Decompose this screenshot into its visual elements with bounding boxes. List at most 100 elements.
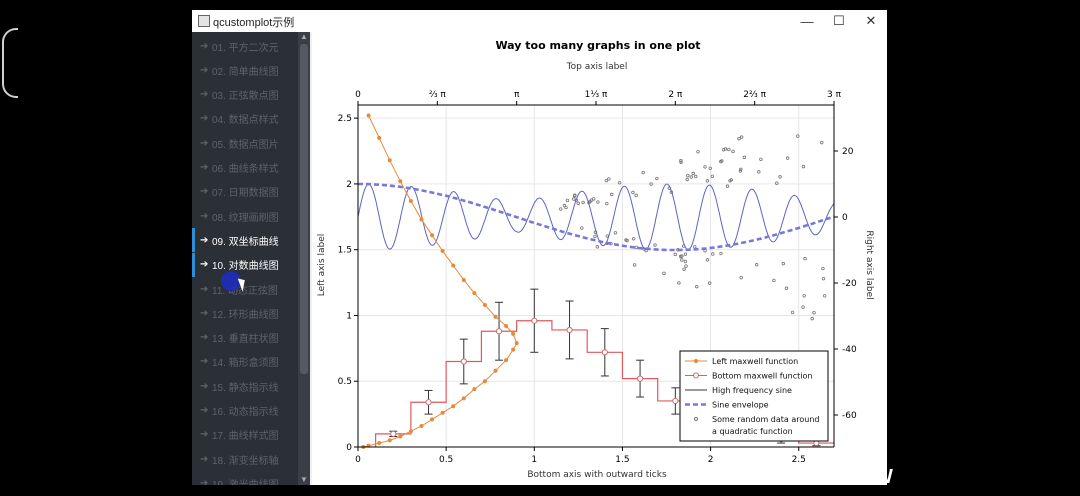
scatter-point xyxy=(613,231,618,235)
arrow-right-icon: ➔ xyxy=(200,429,209,441)
left-tick-label: 0.5 xyxy=(338,377,352,387)
sidebar-item[interactable]: ➔ 17. 曲线样式图 xyxy=(192,423,298,447)
scatter-point xyxy=(728,179,732,183)
sidebar-item[interactable]: ➔ 11. 动态正弦图 xyxy=(192,277,298,301)
scatter-point xyxy=(631,190,635,195)
scatter-point xyxy=(710,174,714,178)
app-window: qcustomplot示例 — ☐ ✕ ➔ 01. 平方二次元 ➔ 02. 简单曲线图… xyxy=(192,10,887,485)
left-maxwell-point xyxy=(398,434,403,439)
sidebar-item-label: 06. 曲线条样式 xyxy=(212,164,279,175)
scatter-point xyxy=(689,175,694,179)
sidebar-item[interactable]: ➔ 12. 环形曲线图 xyxy=(192,301,298,325)
bottom-maxwell-point xyxy=(566,326,573,334)
scatter-point xyxy=(719,159,723,164)
legend-entry: Some random data around xyxy=(712,415,820,424)
bottom-maxwell-point xyxy=(601,349,608,356)
sidebar-item-label: 13. 垂直柱状图 xyxy=(212,334,279,346)
scatter-point xyxy=(775,181,779,185)
scatter-point xyxy=(742,155,747,160)
scatter-point xyxy=(655,176,659,181)
maximize-button[interactable]: ☐ xyxy=(833,13,845,28)
sidebar-scrollbar[interactable]: ▲ ▼ xyxy=(298,32,310,485)
chart-canvas[interactable]: Way too many graphs in one plot Top axis… xyxy=(312,32,887,485)
sidebar-item[interactable]: ➔ 04. 数据点样式 xyxy=(192,107,298,131)
left-maxwell-point xyxy=(514,341,519,346)
high-frequency-sine-line xyxy=(357,183,835,251)
sidebar-item[interactable]: ➔ 07. 日期数据图 xyxy=(192,180,298,204)
legend-entry: Left maxwell function xyxy=(712,357,798,366)
sidebar-item[interactable]: ➔ 18. 渐变坐标轴 xyxy=(192,447,298,471)
legend-entry: High frequency sine xyxy=(712,386,792,395)
left-maxwell-point xyxy=(408,199,413,204)
sidebar-item[interactable]: ➔ 06. 曲线条样式 xyxy=(192,156,298,180)
scatter-point xyxy=(790,310,795,315)
sidebar-item[interactable]: ➔ 15. 静态指示线 xyxy=(192,374,298,398)
left-tick-label: 2 xyxy=(346,180,352,190)
scatter-point xyxy=(609,192,614,197)
sidebar-item[interactable]: ➔ 14. 箱形盒须图 xyxy=(192,350,298,374)
scatter-point xyxy=(679,159,683,163)
arrow-right-icon: ➔ xyxy=(200,234,209,246)
scatter-point xyxy=(778,175,782,179)
scatter-point xyxy=(821,276,826,281)
right-tick-label: -20 xyxy=(842,279,857,289)
scatter-point xyxy=(803,256,807,261)
sidebar-item[interactable]: ➔ 09. 双坐标曲线 xyxy=(192,228,298,253)
scatter-point xyxy=(683,259,688,264)
scatter-point xyxy=(823,294,827,298)
sidebar-item[interactable]: ➔ 02. 简单曲线图 xyxy=(192,58,298,82)
bottom-maxwell-point xyxy=(390,430,397,437)
left-maxwell-point xyxy=(440,249,445,254)
plot-area[interactable]: Way too many graphs in one plot Top axis… xyxy=(312,32,887,485)
arrow-right-icon: ➔ xyxy=(200,113,209,125)
scroll-up-icon[interactable]: ▲ xyxy=(300,32,308,41)
scatter-point xyxy=(673,252,678,257)
top-tick-label: 0 xyxy=(355,90,361,100)
scatter-point xyxy=(680,254,684,258)
scatter-point xyxy=(595,245,600,249)
sine-envelope-line xyxy=(358,182,835,252)
scatter-point xyxy=(634,193,638,198)
sidebar-item-label: 07. 日期数据图 xyxy=(212,188,279,200)
scrollbar-thumb[interactable] xyxy=(300,44,308,374)
sidebar-item[interactable]: ➔ 01. 平方二次元 xyxy=(192,34,298,58)
sidebar-item[interactable]: ➔ 13. 垂直柱状图 xyxy=(192,326,298,350)
scatter-point xyxy=(801,305,805,309)
sidebar-item[interactable]: ➔ 16. 动态指示线 xyxy=(192,399,298,423)
scatter-point xyxy=(820,140,824,145)
scatter-point xyxy=(631,237,636,241)
scatter-point xyxy=(739,167,743,172)
sidebar-item-label: 15. 静态指示线 xyxy=(212,382,279,394)
scatter-point xyxy=(607,177,611,181)
left-maxwell-point xyxy=(408,429,413,434)
left-maxwell-point xyxy=(461,396,466,401)
sidebar-item[interactable]: ➔ 10. 对数曲线图 xyxy=(192,252,298,277)
arrow-right-icon: ➔ xyxy=(200,283,209,295)
scatter-point xyxy=(727,147,731,152)
sidebar-item[interactable]: ➔ 05. 数据点图片 xyxy=(192,131,298,155)
scatter-point xyxy=(683,252,688,256)
scatter-point xyxy=(686,173,690,178)
minimize-button[interactable]: — xyxy=(800,13,814,29)
scatter-point xyxy=(559,207,563,211)
sidebar-item[interactable]: ➔ 08. 纹理画刷图 xyxy=(192,204,298,228)
sidebar-item[interactable]: ➔ 03. 正弦散点图 xyxy=(192,83,298,107)
scatter-point xyxy=(694,174,698,179)
scroll-down-icon[interactable]: ▼ xyxy=(300,475,308,484)
scatter-point xyxy=(719,251,723,256)
close-button[interactable]: ✕ xyxy=(865,13,877,28)
scatter-point xyxy=(653,243,657,247)
left-maxwell-point xyxy=(387,158,392,163)
mouse-cursor-highlight xyxy=(221,271,241,291)
scatter-point xyxy=(576,201,580,206)
left-maxwell-point xyxy=(493,368,498,373)
app-icon xyxy=(198,15,210,27)
bottom-maxwell-point xyxy=(672,397,679,405)
sidebar-item[interactable]: ➔19. 激光曲线图 xyxy=(192,471,298,485)
scatter-point xyxy=(705,258,710,262)
scatter-point xyxy=(695,284,699,289)
legend-swatch-marker xyxy=(694,359,698,363)
sidebar: ➔ 01. 平方二次元 ➔ 02. 简单曲线图 ➔ 03. 正弦散点图 ➔ 04. 数据点样式… xyxy=(192,32,310,485)
scatter-point xyxy=(682,267,686,271)
scatter-point xyxy=(707,281,712,285)
